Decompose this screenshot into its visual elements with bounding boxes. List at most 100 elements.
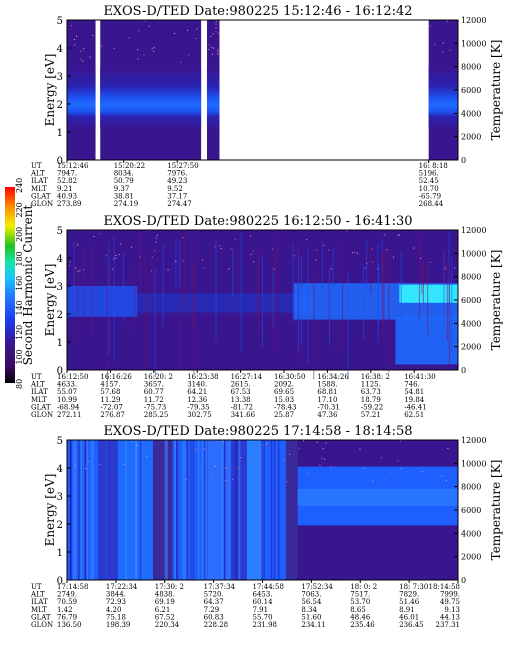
y2-tick-label: 10000 <box>461 249 486 258</box>
noise-point <box>82 269 84 271</box>
noise-point <box>77 243 79 245</box>
noise-point <box>211 53 213 55</box>
ephemeris-value: -59.22 <box>361 403 383 411</box>
noise-point <box>315 249 317 251</box>
ephemeris-value: 234.11 <box>301 621 326 629</box>
ephemeris-value: 16:12:50 <box>57 373 88 381</box>
noise-point <box>115 255 117 257</box>
colorbar-tick-label: 220 <box>15 202 24 217</box>
noise-point <box>234 238 236 240</box>
noise-point <box>182 236 184 238</box>
y2-tick-label: 6000 <box>461 506 481 515</box>
noise-point <box>118 253 120 255</box>
noise-point <box>323 244 325 246</box>
data-streak <box>201 440 204 580</box>
noise-point <box>307 473 309 475</box>
data-streak <box>140 231 142 295</box>
ephemeris-value: -65.79 <box>419 192 441 200</box>
noise-point <box>228 268 230 270</box>
ephemeris-value: -70.31 <box>317 403 339 411</box>
data-streak <box>184 440 186 580</box>
noise-point <box>393 256 395 258</box>
ephemeris-value: 7517. <box>350 591 370 599</box>
energy-band <box>395 316 458 365</box>
noise-point <box>214 246 216 248</box>
noise-point <box>321 457 323 459</box>
ephemeris-value: 220.34 <box>155 621 180 629</box>
ephemeris-value: 17:14:58 <box>57 583 88 591</box>
ephemeris-value: -79.35 <box>187 403 209 411</box>
noise-point <box>208 43 210 45</box>
noise-point <box>356 252 358 254</box>
ephemeris-value: 2749. <box>57 591 77 599</box>
data-streak <box>261 440 263 580</box>
noise-point <box>445 480 447 482</box>
data-streak <box>381 250 383 327</box>
y-tick-label: 4 <box>57 464 63 475</box>
noise-point <box>196 28 198 30</box>
noise-point <box>111 268 113 270</box>
data-streak <box>77 265 79 343</box>
ephemeris-value: 285.25 <box>144 411 169 419</box>
noise-point <box>85 468 87 470</box>
noise-point <box>293 255 295 257</box>
noise-point <box>154 250 156 252</box>
y2-tick-label: 4000 <box>461 319 481 328</box>
y-tick-label: 5 <box>57 436 63 447</box>
y2-tick-label: 4000 <box>461 109 481 118</box>
noise-point <box>82 60 84 62</box>
noise-point <box>203 267 205 269</box>
noise-point <box>146 455 148 457</box>
data-streak <box>122 252 124 322</box>
data-streak <box>91 243 93 339</box>
noise-point <box>136 444 138 446</box>
noise-point <box>83 48 85 50</box>
ephemeris-value: 17.10 <box>317 396 337 404</box>
ephemeris-value: 231.98 <box>253 621 278 629</box>
ephemeris-label: GLAT <box>31 403 51 411</box>
data-streak <box>84 440 87 580</box>
data-streak <box>197 440 200 580</box>
noise-point <box>137 58 139 60</box>
noise-point <box>384 234 386 236</box>
data-streak <box>174 440 177 580</box>
noise-point <box>211 474 213 476</box>
data-streak <box>277 440 280 580</box>
panel-title: EXOS-D/TED Date:980225 17:14:58 - 18:14:… <box>103 424 412 439</box>
data-streak <box>83 440 86 580</box>
y-tick-label: 0 <box>57 576 63 587</box>
ephemeris-value: 76.79 <box>57 613 77 621</box>
data-streak <box>86 440 89 580</box>
data-streak <box>192 440 195 580</box>
data-streak <box>235 440 238 580</box>
ephemeris-value: 16:41:30 <box>404 373 435 381</box>
ephemeris-value: 37.17 <box>167 192 187 200</box>
noise-point <box>151 256 153 258</box>
data-streak <box>106 271 108 381</box>
ephemeris-value: 16:38: 2 <box>361 373 390 381</box>
noise-point <box>366 262 368 264</box>
noise-point <box>444 268 446 270</box>
ephemeris-value: 18: 7:30 <box>399 583 428 591</box>
data-streak <box>443 250 445 326</box>
ephemeris-value: 69.19 <box>155 598 175 606</box>
ephemeris-value: 2615. <box>231 381 251 389</box>
ephemeris-value: 10.70 <box>419 185 439 193</box>
data-streak <box>321 241 323 296</box>
noise-point <box>139 256 141 258</box>
y-tick-label: 5 <box>57 226 63 237</box>
noise-point <box>99 233 101 235</box>
energy-band <box>137 293 314 313</box>
energy-band <box>206 67 220 130</box>
noise-point <box>187 29 189 31</box>
ephemeris-value: 47.36 <box>317 411 338 419</box>
ephemeris-value: 25.87 <box>274 411 294 419</box>
data-streak <box>377 244 379 343</box>
noise-point <box>364 267 366 269</box>
noise-point <box>212 33 214 35</box>
ephemeris-value: 3657. <box>144 381 164 389</box>
noise-point <box>230 248 232 250</box>
ephemeris-label: UT <box>31 162 42 170</box>
noise-point <box>384 479 386 481</box>
